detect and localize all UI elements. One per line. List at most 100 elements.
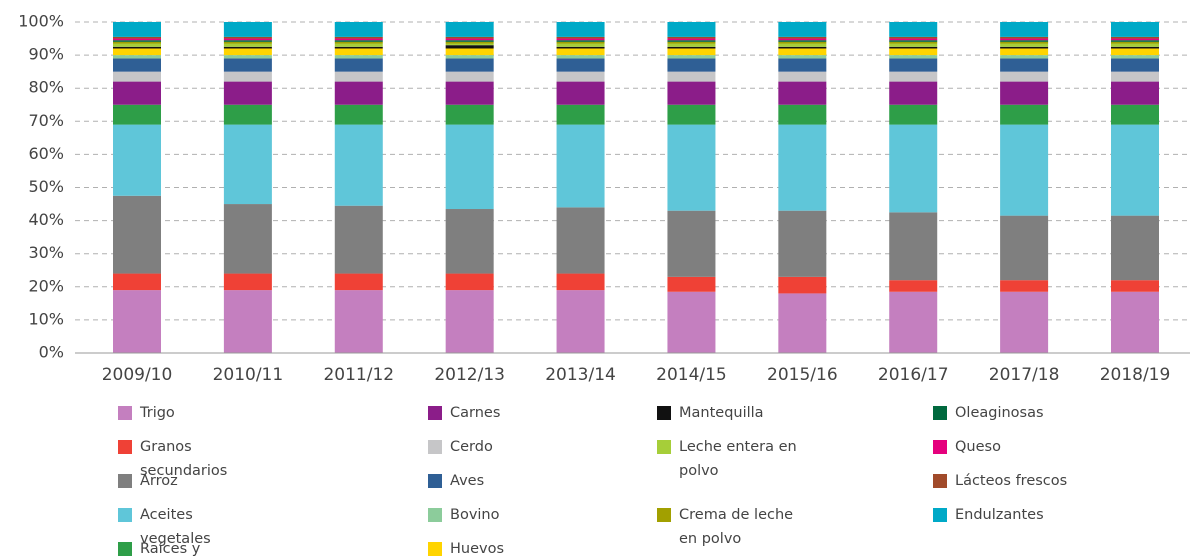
bar-segment [1000,81,1049,105]
legend-label: Aves [450,473,484,489]
bar-segment [223,38,272,41]
bar-segment [334,38,383,41]
y-tick-label: 100% [18,12,64,31]
legend-label: Leche entera en polvo [679,439,801,479]
bar-segment [667,81,716,105]
bar-segment [1000,36,1049,39]
legend-label: Raíces y tubérculos [140,541,216,558]
bar-segment [334,40,383,42]
bar-segment [889,212,938,281]
bar-segment [113,195,161,274]
bar-segment [1000,291,1049,353]
bar-segment [1000,43,1049,47]
x-tick-label: 2011/12 [323,365,394,385]
bar-segment [667,46,716,49]
bar-segment [445,290,494,353]
bar-segment [556,38,605,41]
legend-label: Lácteos frescos [955,473,1067,489]
bar-segment [667,276,716,292]
bar-segment [334,55,383,59]
bar-segment [1000,40,1049,42]
y-tick-label: 0% [39,343,64,362]
bar-segment [778,58,827,72]
legend-swatch [933,508,947,522]
bar-segment [1111,40,1159,42]
bar-segment [889,81,938,105]
bar-segment [778,41,827,44]
legend-swatch [657,406,671,420]
bar-segment [1111,36,1159,39]
bar-segment [113,22,161,37]
bar-segment [556,124,605,208]
bar-segment [223,22,272,37]
bar-segment [1000,48,1049,56]
legend-label: Huevos [450,541,504,557]
bar-segment [778,36,827,39]
bar-segment [778,38,827,41]
bar-segment [889,36,938,39]
legend-swatch [933,474,947,488]
legend-swatch [118,440,132,454]
bar-segment [113,46,161,49]
bar-segment [223,204,272,274]
bar-segment [445,40,494,42]
bar-segment [667,43,716,47]
x-tick-label: 2015/16 [767,365,838,385]
y-tick-label: 80% [28,78,64,97]
bar-segment [113,71,161,82]
legend-label: Crema de leche en polvo [679,507,798,547]
bar-segment [667,48,716,56]
bar-segment [1111,55,1159,59]
bar-segment [334,46,383,49]
y-tick-label: 60% [28,144,64,163]
bar-segment [334,71,383,82]
y-tick-label: 50% [28,177,64,196]
legend-swatch [933,406,947,420]
bar-segment [667,40,716,42]
bar-segment [778,40,827,42]
bar-segment [556,46,605,49]
bar-segment [334,205,383,274]
bar-segment [1000,104,1049,125]
bar-segment [113,43,161,47]
legend-label: Granos secundarios [140,439,227,479]
legend-label: Aceites vegetales [140,507,211,547]
bar-segment [778,210,827,277]
bar-segment [778,71,827,82]
bar-segment [778,81,827,105]
bar-segment [445,45,494,49]
legend-swatch [657,508,671,522]
legend-label: Arroz [140,473,178,489]
bar-segment [1111,46,1159,49]
bar-segment [223,40,272,42]
bar-segment [889,22,938,37]
legend-swatch [118,508,132,522]
bar-segment [556,71,605,82]
bar-segment [223,46,272,49]
x-tick-label: 2018/19 [1100,365,1171,385]
bar-segment [556,290,605,353]
bar-segment [1000,38,1049,41]
bar-segment [1111,104,1159,125]
bar-segment [778,48,827,56]
bar-segment [1000,58,1049,72]
bar-segment [889,124,938,213]
x-tick-label: 2010/11 [213,365,284,385]
bar-segment [1111,22,1159,37]
bar-segment [667,55,716,59]
bar-segment [1111,58,1159,72]
bar-segment [1111,41,1159,44]
bar-segment [334,273,383,291]
bar-segment [1000,46,1049,49]
bar-segment [1111,81,1159,105]
bar-segment [556,41,605,44]
bar-segment [556,36,605,39]
legend-label: Mantequilla [679,405,764,421]
bar-segment [778,46,827,49]
y-tick-label: 40% [28,210,64,229]
legend-label: Carnes [450,405,500,421]
bar-segment [113,104,161,125]
bar-segment [667,22,716,37]
bar-segment [223,290,272,353]
legend-label: Trigo [139,405,175,421]
